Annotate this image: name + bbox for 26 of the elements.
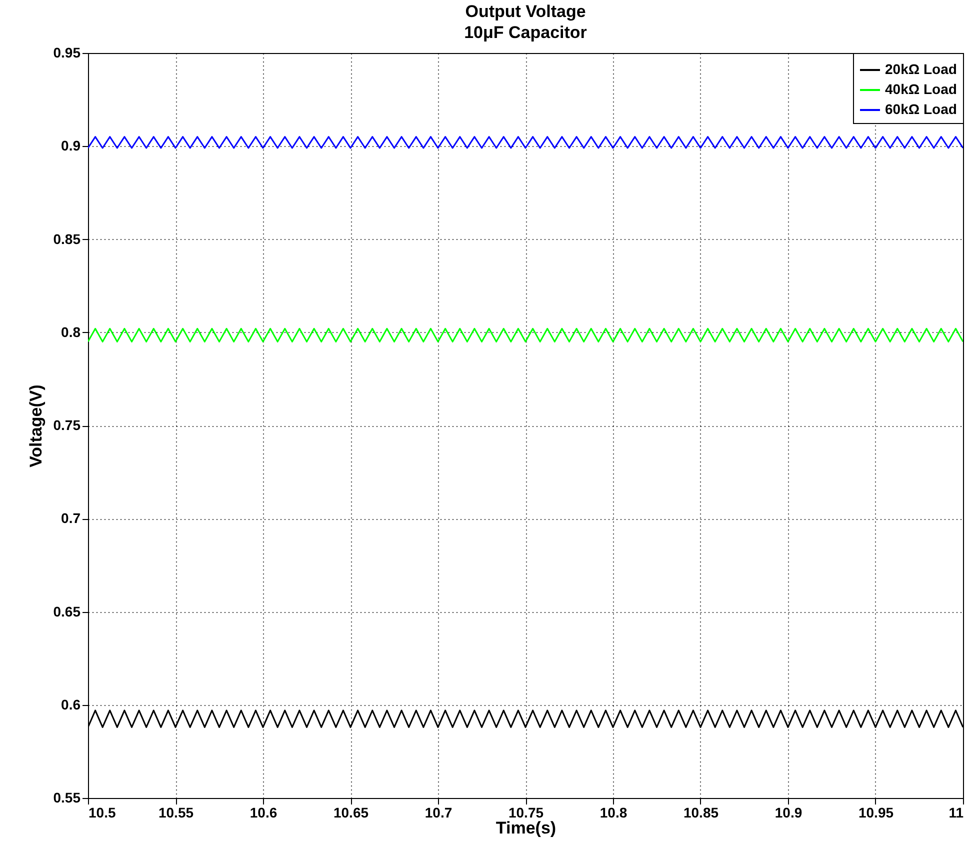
- y-tick-label: 0.55: [53, 790, 81, 806]
- y-tick-label: 0.85: [53, 230, 81, 247]
- x-tick-label: 10.75: [508, 804, 544, 820]
- x-tick-label: 10.5: [88, 804, 116, 820]
- x-tick-label: 10.9: [774, 804, 802, 820]
- y-tick-label: 0.6: [61, 696, 81, 712]
- y-tick-label: 0.7: [61, 510, 81, 526]
- y-axis-title: Voltage(V): [26, 384, 46, 468]
- x-tick-label: 11: [948, 804, 964, 820]
- y-tick-label: 0.8: [61, 324, 81, 340]
- x-tick-label: 10.8: [600, 804, 628, 820]
- x-tick-label: 10.6: [250, 804, 278, 820]
- legend-label: 40kΩ Load: [885, 81, 957, 97]
- x-tick-label: 10.7: [424, 804, 452, 820]
- legend-label: 20kΩ Load: [885, 61, 957, 77]
- x-tick-label: 10.85: [683, 804, 719, 820]
- x-tick-label: 10.55: [158, 804, 194, 820]
- x-tick-label: 10.65: [333, 804, 369, 820]
- chart-title: Output Voltage 10μF Capacitor: [464, 2, 588, 42]
- y-tick-label: 0.65: [53, 603, 81, 620]
- x-tick-label: 10.95: [858, 804, 894, 820]
- y-tick-label: 0.95: [53, 44, 81, 60]
- legend-label: 60kΩ Load: [885, 101, 957, 117]
- x-axis-title: Time(s): [496, 818, 556, 838]
- y-tick-label: 0.9: [61, 138, 81, 154]
- y-tick-label: 0.75: [53, 417, 81, 433]
